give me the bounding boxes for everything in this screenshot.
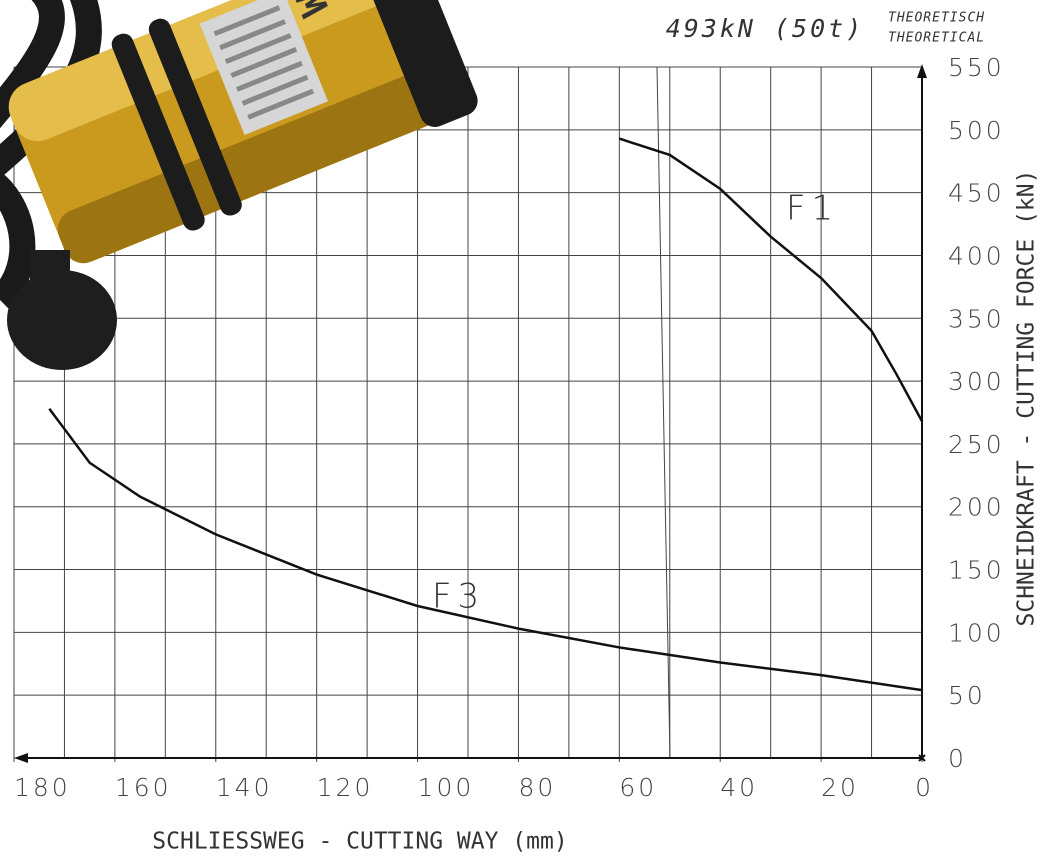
series-line xyxy=(49,409,922,690)
theoretical-de: THEORETISCH xyxy=(888,11,985,26)
x-axis-arrow xyxy=(14,753,28,763)
x-tick-label: 180 xyxy=(14,773,71,802)
series-label: F1 xyxy=(786,189,839,229)
x-tick-label: 0 xyxy=(915,773,934,802)
chart: WE 493kN (50t) THEORETISCH THEORETICAL S… xyxy=(0,0,1056,859)
x-tick-label: 20 xyxy=(821,773,859,802)
y-tick-label: 50 xyxy=(948,681,986,710)
y-axis-title: SCHNEIDKRAFT - CUTTING FORCE (kN) xyxy=(1014,170,1040,627)
x-axis-title: SCHLIESSWEG - CUTTING WAY (mm) xyxy=(152,829,567,855)
y-tick-label: 350 xyxy=(948,304,1005,333)
x-tick-label: 60 xyxy=(619,773,657,802)
y-tick-label: 200 xyxy=(948,493,1005,522)
y-tick-label: 250 xyxy=(948,430,1005,459)
x-tick-label: 100 xyxy=(418,773,475,802)
y-tick-label: 150 xyxy=(948,556,1005,585)
y-tick-label: 450 xyxy=(948,179,1005,208)
theoretical-en: THEORETICAL xyxy=(888,31,985,46)
x-tick-label: 40 xyxy=(720,773,758,802)
series-label: F3 xyxy=(432,577,485,617)
product-image: WE xyxy=(0,0,484,370)
y-tick-label: 500 xyxy=(948,116,1005,145)
x-tick-label: 160 xyxy=(115,773,172,802)
capacity-note: 493kN (50t) xyxy=(666,14,865,43)
y-tick-label: 300 xyxy=(948,367,1005,396)
y-axis-arrow xyxy=(917,64,927,78)
x-tick-label: 120 xyxy=(317,773,374,802)
x-tick-label: 140 xyxy=(216,773,273,802)
y-tick-label: 0 xyxy=(948,744,967,773)
y-tick-label: 400 xyxy=(948,241,1005,270)
y-tick-label: 100 xyxy=(948,618,1005,647)
x-tick-label: 80 xyxy=(518,773,556,802)
y-tick-label: 550 xyxy=(948,53,1005,82)
